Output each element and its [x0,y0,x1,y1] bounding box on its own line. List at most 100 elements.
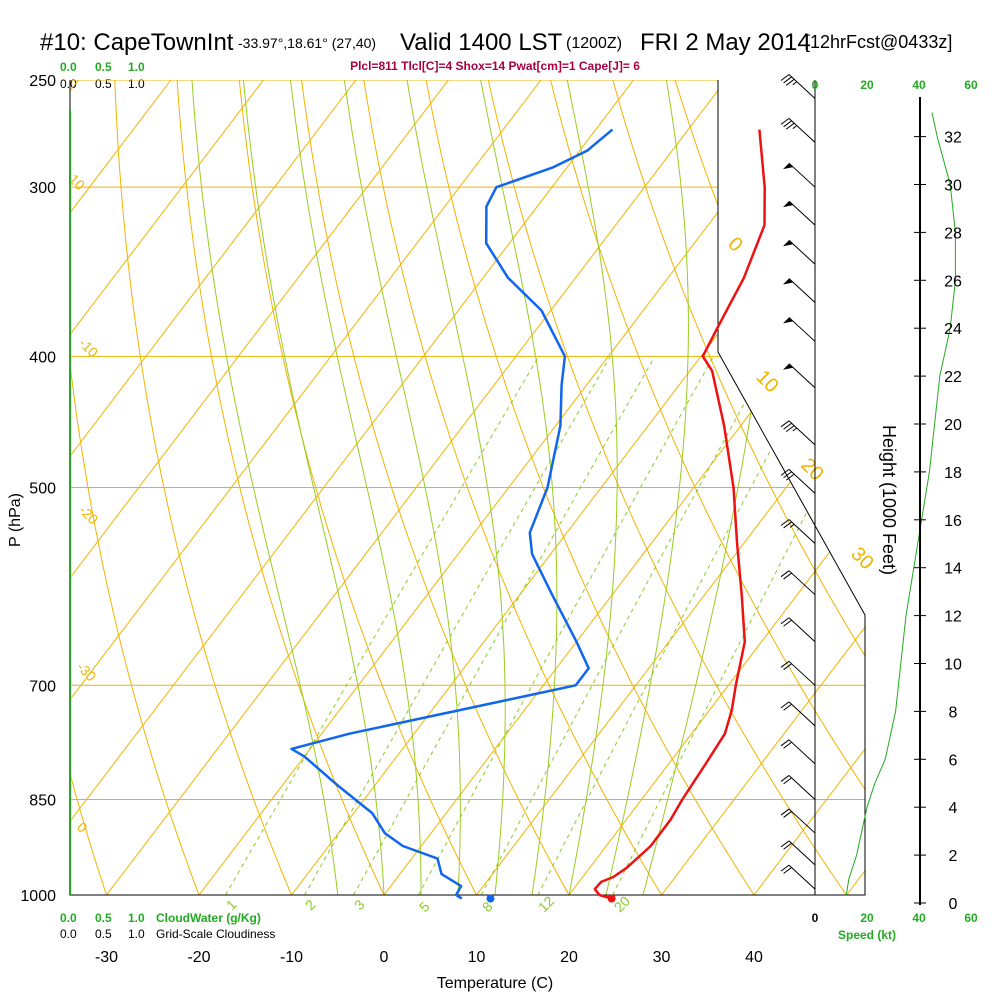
surface-temperature-dot [607,894,616,903]
wind-barb [783,278,816,303]
wind-barbs [780,74,816,890]
wind-barb [780,840,816,866]
bottom-scale-green-2: 1.0 [128,911,145,925]
height-tick-label: 28 [944,225,962,242]
temperature-profile-line [593,129,766,900]
pressure-tick-label: 300 [29,180,56,197]
moist-adiabat-line [605,80,689,895]
height-tick-label: 10 [944,657,962,674]
mixing-ratio-label: 2 [302,896,319,913]
bottom-cloudiness-scale: 0.0 0.5 1.0 Grid-Scale Cloudiness [60,927,275,941]
bottom-scale-green-1: 0.5 [95,911,112,925]
top-scale-black-2: 1.0 [128,77,145,91]
moist-adiabat-line [242,80,385,895]
station-location: -33.97°,18.61° (27,40) [238,35,376,51]
moist-adiabat-line [290,80,422,895]
height-tick-label: 22 [944,369,962,386]
speed-tick-bottom: 40 [912,911,926,925]
bottom-scale-green-0: 0.0 [60,911,77,925]
height-tick-label: 18 [944,465,962,482]
moist-adiabat-line [191,80,339,895]
wind-barb [780,701,816,727]
dry-adiabat-line [359,80,670,895]
isotherm-line [70,80,357,895]
wind-barb [783,317,816,342]
pressure-tick-label: 250 [29,73,56,90]
dry-adiabat-line [298,80,576,895]
isotherm-label: -30 [74,659,100,685]
mixing-ratio-line [417,356,714,895]
isotherm-line [661,80,865,895]
height-tick-label: 6 [949,752,958,769]
wind-barb [780,118,816,143]
mixing-ratio-line [537,356,822,895]
height-tick-label: 24 [944,321,962,338]
wind-barb [780,775,816,800]
height-tick-label: 8 [949,704,958,721]
isotherm-line [846,80,865,895]
wind-speed-profile-line [845,112,956,896]
wind-barb [783,200,816,226]
wind-barb [780,468,816,494]
dry-adiabat-line [421,80,763,895]
speed-tick-bottom: 60 [964,911,978,925]
dry-adiabat-line [70,80,111,895]
height-tick-label: 14 [944,561,962,578]
speed-scale-bottom: 0 20 40 60 [812,911,978,925]
temperature-tick-label: -30 [95,949,118,966]
top-cloudwater-scale: 0.0 0.5 1.0 [60,60,145,74]
height-tick-label: 0 [949,896,958,913]
isotherm-line [70,80,542,895]
wind-barb [780,519,816,544]
zulu-time: (1200Z) [566,35,622,52]
speed-tick-bottom: 20 [860,911,874,925]
height-tick-label: 2 [949,848,958,865]
moist-adiabat-line [480,80,558,895]
dry-adiabat-line [976,56,1000,907]
isotherm-line [70,80,264,895]
height-tick-label: 12 [944,609,962,626]
top-scale-green-1: 0.5 [95,60,112,74]
dry-adiabat-line [605,80,865,895]
dry-adiabat-line [0,56,17,907]
station-title: #10: CapeTownInt [40,29,234,56]
wind-barb [780,617,816,643]
temperature-tick-label: 10 [468,949,486,966]
wind-barb [783,363,816,389]
isotherm-line [70,80,449,895]
dry-adiabat-line [236,80,483,895]
stability-indices: Plcl=811 Tlcl[C]=4 Shox=14 Pwat[cm]=1 Ca… [350,59,640,73]
wind-barb [783,239,816,265]
moist-adiabat-line [406,80,506,895]
dry-adiabat-line [482,80,856,895]
isotherm-line [383,80,865,895]
temperature-tick-label: 30 [653,949,671,966]
pressure-tick-label: 1000 [20,888,56,905]
cloudiness-label: Grid-Scale Cloudiness [156,927,275,941]
dry-adiabat-line [544,80,865,895]
mixing-ratio-label: 3 [351,896,368,913]
temperature-tick-label: 20 [560,949,578,966]
temperature-tick-label: -20 [187,949,210,966]
pressure-axis-title: P (hPa) [7,493,24,547]
speed-tick-bottom: 0 [812,911,819,925]
isotherm-label: 10 [751,366,782,397]
isotherm-line [753,80,865,895]
speed-tick-top: 20 [860,78,874,92]
top-scale-green-0: 0.0 [60,60,77,74]
wind-barb [780,864,816,890]
pressure-tick-label: 500 [29,481,56,498]
wind-barb [780,739,816,765]
surface-dewpoint-dot [486,894,495,903]
top-scale-black-0: 0.0 [60,77,77,91]
height-tick-label: 32 [944,130,962,147]
isotherm-label: -20 [76,502,102,528]
valid-time: Valid 1400 LST [400,29,563,56]
top-cloudiness-scale: 0.0 0.5 1.0 [60,77,145,91]
mixing-ratio-line [353,356,656,895]
isotherm-line [476,80,865,895]
wind-barb [780,660,816,686]
isotherm-line [70,80,634,895]
